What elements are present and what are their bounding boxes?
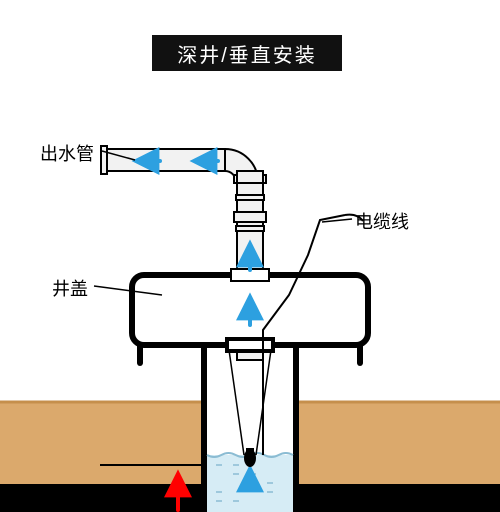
label-cable: 电缆线 xyxy=(355,208,409,234)
title-bar: 深井/垂直安装 xyxy=(152,35,342,71)
label-outlet-pipe: 出水管 xyxy=(40,140,94,166)
outlet-pipe xyxy=(101,146,266,184)
well-diagram-svg xyxy=(0,0,500,512)
title-text: 深井/垂直安装 xyxy=(177,39,317,68)
diagram-canvas: 深井/垂直安装 出水管 电缆线 井盖 xyxy=(0,0,500,512)
label-well-cover: 井盖 xyxy=(52,275,88,301)
